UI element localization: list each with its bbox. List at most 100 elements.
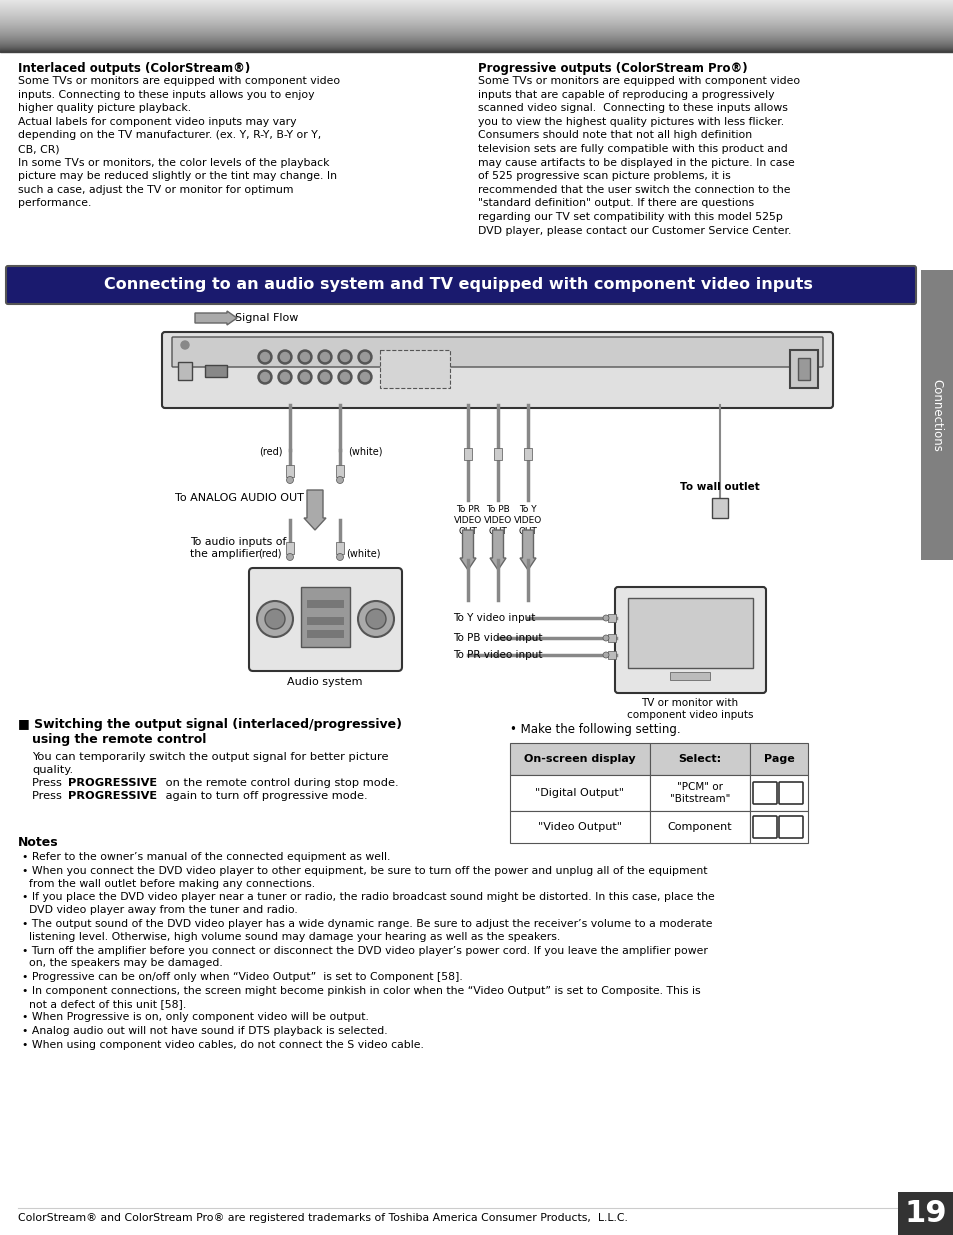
Bar — [797, 358, 809, 380]
Text: quality.: quality. — [32, 764, 73, 776]
Text: using the remote control: using the remote control — [32, 734, 206, 746]
Bar — [711, 498, 727, 517]
Circle shape — [300, 373, 309, 382]
Text: PROGRESSIVE: PROGRESSIVE — [68, 778, 157, 788]
FancyBboxPatch shape — [249, 568, 401, 671]
Bar — [494, 448, 501, 459]
Circle shape — [337, 370, 352, 384]
Bar — [749, 776, 807, 811]
FancyArrow shape — [459, 530, 476, 571]
Text: ■ Switching the output signal (interlaced/progressive): ■ Switching the output signal (interlace… — [18, 718, 401, 731]
FancyBboxPatch shape — [162, 332, 832, 408]
Text: Audio system: Audio system — [287, 677, 362, 687]
Text: (white): (white) — [346, 548, 380, 558]
FancyArrow shape — [519, 530, 536, 571]
Circle shape — [286, 553, 294, 561]
Bar — [510, 776, 649, 811]
Text: Connecting to an audio system and TV equipped with component video inputs: Connecting to an audio system and TV equ… — [104, 278, 812, 293]
Text: (red): (red) — [259, 447, 283, 457]
Text: To PB video input: To PB video input — [453, 634, 542, 643]
Text: To audio inputs of: To audio inputs of — [190, 537, 286, 547]
FancyBboxPatch shape — [752, 782, 776, 804]
Bar — [749, 811, 807, 844]
Circle shape — [360, 352, 369, 362]
Text: Some TVs or monitors are equipped with component video
inputs. Connecting to the: Some TVs or monitors are equipped with c… — [18, 77, 340, 209]
Text: To Y video input: To Y video input — [453, 613, 535, 622]
Text: the amplifier: the amplifier — [190, 550, 259, 559]
Circle shape — [280, 373, 289, 382]
Circle shape — [280, 352, 289, 362]
Text: component video inputs: component video inputs — [626, 710, 753, 720]
Text: Signal Flow: Signal Flow — [234, 312, 298, 324]
Circle shape — [265, 609, 285, 629]
Circle shape — [357, 350, 372, 364]
Circle shape — [337, 350, 352, 364]
Text: • Refer to the owner’s manual of the connected equipment as well.: • Refer to the owner’s manual of the con… — [22, 852, 390, 862]
Text: • The output sound of the DVD video player has a wide dynamic range. Be sure to : • The output sound of the DVD video play… — [22, 919, 712, 942]
Bar — [307, 600, 344, 608]
Text: • Make the following setting.: • Make the following setting. — [510, 722, 679, 736]
Bar — [307, 630, 344, 638]
Text: • When using component video cables, do not connect the S video cable.: • When using component video cables, do … — [22, 1041, 423, 1051]
Circle shape — [277, 370, 292, 384]
Circle shape — [357, 370, 372, 384]
Bar — [335, 542, 344, 555]
Text: • Analog audio out will not have sound if DTS playback is selected.: • Analog audio out will not have sound i… — [22, 1026, 387, 1036]
FancyBboxPatch shape — [6, 266, 915, 304]
Circle shape — [317, 350, 332, 364]
FancyBboxPatch shape — [779, 782, 802, 804]
Circle shape — [602, 615, 608, 621]
Bar — [510, 743, 649, 776]
Text: • Progressive can be on/off only when “Video Output”  is set to Component [58].: • Progressive can be on/off only when “V… — [22, 972, 462, 982]
Text: Component: Component — [667, 823, 732, 832]
Text: To PR
VIDEO
OUT: To PR VIDEO OUT — [454, 505, 481, 536]
Text: 58: 58 — [782, 823, 798, 832]
Text: • If you place the DVD video player near a tuner or radio, the radio broadcast s: • If you place the DVD video player near… — [22, 893, 714, 915]
Text: To ANALOG AUDIO OUT: To ANALOG AUDIO OUT — [174, 493, 304, 503]
Circle shape — [300, 352, 309, 362]
Circle shape — [260, 373, 269, 382]
FancyArrow shape — [490, 530, 505, 571]
Bar — [510, 811, 649, 844]
Circle shape — [320, 352, 329, 362]
Bar — [897, 1192, 953, 1235]
FancyBboxPatch shape — [379, 350, 450, 388]
Text: "Digital Output": "Digital Output" — [535, 788, 624, 798]
Text: 54: 54 — [757, 823, 772, 832]
Text: • When you connect the DVD video player to other equipment, be sure to turn off : • When you connect the DVD video player … — [22, 866, 707, 889]
Text: • In component connections, the screen might become pinkish in color when the “V: • In component connections, the screen m… — [22, 986, 700, 1009]
Bar — [649, 743, 749, 776]
Circle shape — [286, 477, 294, 483]
Circle shape — [260, 352, 269, 362]
Text: 19: 19 — [903, 1198, 946, 1228]
Circle shape — [602, 635, 608, 641]
Text: Page: Page — [762, 755, 794, 764]
Circle shape — [336, 477, 343, 483]
Bar — [920, 270, 953, 559]
Bar — [463, 448, 472, 459]
Circle shape — [340, 373, 349, 382]
Bar — [607, 614, 616, 622]
Circle shape — [317, 370, 332, 384]
Text: You can temporarily switch the output signal for better picture: You can temporarily switch the output si… — [32, 752, 388, 762]
Bar — [669, 672, 709, 680]
Bar — [178, 362, 192, 380]
Circle shape — [257, 370, 272, 384]
Circle shape — [181, 341, 189, 350]
Text: To wall outlet: To wall outlet — [679, 482, 760, 492]
Text: TV or monitor with: TV or monitor with — [640, 698, 738, 708]
Text: Some TVs or monitors are equipped with component video
inputs that are capable o: Some TVs or monitors are equipped with c… — [477, 77, 800, 236]
Bar — [286, 466, 294, 477]
Text: Notes: Notes — [18, 836, 58, 848]
Text: on the remote control during stop mode.: on the remote control during stop mode. — [162, 778, 398, 788]
Circle shape — [257, 350, 272, 364]
Circle shape — [357, 601, 394, 637]
Bar — [607, 634, 616, 642]
Bar — [286, 542, 294, 555]
Text: Progressive outputs (ColorStream Pro®): Progressive outputs (ColorStream Pro®) — [477, 62, 747, 75]
Text: Press: Press — [32, 778, 66, 788]
Bar — [789, 350, 817, 388]
Circle shape — [340, 352, 349, 362]
FancyBboxPatch shape — [172, 337, 822, 367]
Bar — [649, 776, 749, 811]
